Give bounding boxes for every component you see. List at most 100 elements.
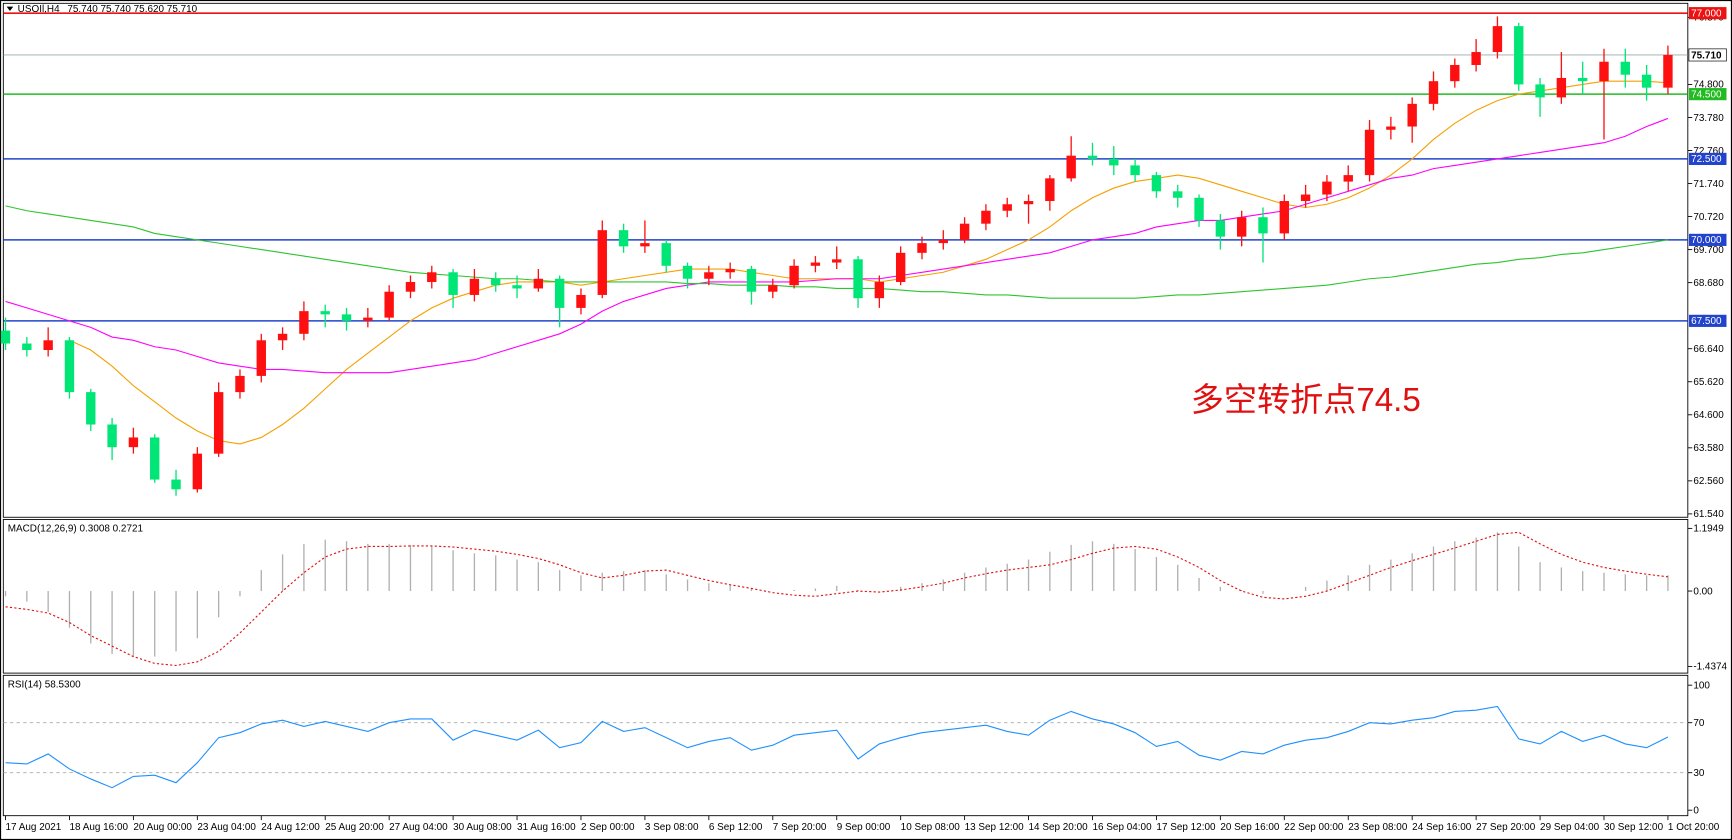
candle-body bbox=[0, 330, 11, 344]
y-tick-label: 71.740 bbox=[1693, 179, 1724, 190]
candle-body bbox=[1663, 54, 1673, 88]
candle-body bbox=[981, 210, 991, 224]
candle-body bbox=[384, 291, 394, 318]
candle-body bbox=[874, 281, 885, 299]
ohlc-header: 75.740 75.740 75.620 75.710 bbox=[67, 4, 197, 15]
candle-body bbox=[341, 314, 352, 321]
y-tick-label: 74.800 bbox=[1693, 80, 1724, 91]
x-tick-label: 13 Sep 12:00 bbox=[965, 822, 1025, 833]
x-tick-label: 31 Aug 16:00 bbox=[517, 822, 576, 833]
x-tick-label: 6 Sep 12:00 bbox=[709, 822, 763, 833]
panel-title: RSI(14) 58.5300 bbox=[8, 679, 81, 690]
price-panel bbox=[2, 2, 1689, 518]
candle-body bbox=[533, 278, 544, 289]
chart-title: USOIl,H4 bbox=[18, 4, 60, 15]
level-label-box bbox=[1688, 7, 1727, 20]
x-tick-label: 29 Sep 04:00 bbox=[1540, 822, 1600, 833]
x-tick-label: 7 Sep 20:00 bbox=[773, 822, 827, 833]
candle-body bbox=[107, 424, 117, 448]
x-tick-label: 24 Sep 16:00 bbox=[1412, 822, 1472, 833]
candle-body bbox=[661, 243, 671, 266]
y-tick-label: -1.4374 bbox=[1693, 662, 1727, 673]
x-tick-label: 14 Sep 20:00 bbox=[1029, 822, 1089, 833]
moving-average bbox=[5, 205, 1669, 299]
candle-body bbox=[1130, 165, 1140, 176]
annotation: 多空转折点74.5 bbox=[1191, 382, 1421, 419]
candle-body bbox=[597, 230, 607, 295]
y-tick-label: 1.1949 bbox=[1693, 524, 1724, 535]
candle-body bbox=[512, 285, 522, 289]
candle-body bbox=[959, 223, 970, 240]
candle-body bbox=[576, 294, 586, 308]
candle-body bbox=[682, 265, 693, 279]
candle-body bbox=[1279, 201, 1289, 234]
candle-body bbox=[895, 252, 906, 282]
candle-body bbox=[1386, 126, 1396, 130]
level-label-box bbox=[1688, 88, 1727, 101]
x-tick-label: 25 Aug 20:00 bbox=[325, 822, 384, 833]
x-tick-label: 18 Aug 16:00 bbox=[69, 822, 128, 833]
y-tick-label: 65.620 bbox=[1693, 377, 1724, 388]
candle-body bbox=[1577, 77, 1588, 82]
candle-body bbox=[86, 392, 96, 425]
candle-body bbox=[427, 272, 437, 282]
candle-body bbox=[1151, 175, 1162, 192]
candle-body bbox=[1045, 178, 1055, 202]
candle-body bbox=[1407, 103, 1417, 127]
candle-body bbox=[1087, 155, 1098, 159]
candle-body bbox=[363, 317, 373, 321]
x-tick-label: 3 Sep 08:00 bbox=[645, 822, 699, 833]
candle-body bbox=[1066, 155, 1076, 179]
candle-body bbox=[213, 392, 224, 454]
level-label-box bbox=[1688, 314, 1727, 327]
candle-body bbox=[1556, 77, 1567, 98]
candle-body bbox=[1471, 52, 1481, 65]
price-label-box bbox=[1688, 48, 1727, 62]
candle-body bbox=[256, 340, 266, 376]
rsi-line bbox=[5, 705, 1669, 789]
x-tick-label: 2 Sep 00:00 bbox=[581, 822, 635, 833]
x-tick-label: 20 Aug 00:00 bbox=[133, 822, 192, 833]
candle-body bbox=[405, 281, 416, 292]
y-tick-label: 66.640 bbox=[1693, 344, 1724, 355]
candle-body bbox=[1002, 204, 1012, 211]
level-label: 72.500 bbox=[1691, 154, 1722, 165]
collapse-arrow bbox=[6, 6, 14, 12]
moving-average bbox=[5, 117, 1669, 374]
candle-body bbox=[1173, 191, 1183, 198]
level-label: 77.000 bbox=[1691, 8, 1722, 19]
candle-body bbox=[640, 243, 650, 247]
candle-body bbox=[1599, 61, 1609, 82]
candle-body bbox=[1641, 74, 1652, 88]
y-tick-label: 100 bbox=[1693, 680, 1710, 691]
candle-body bbox=[1343, 175, 1353, 182]
level-label: 70.000 bbox=[1691, 235, 1722, 246]
candle-body bbox=[448, 272, 458, 295]
candle-body bbox=[746, 269, 757, 292]
x-tick-label: 27 Sep 20:00 bbox=[1476, 822, 1536, 833]
x-tick-label: 16 Sep 04:00 bbox=[1092, 822, 1152, 833]
candle-body bbox=[277, 333, 288, 341]
x-tick-label: 9 Sep 00:00 bbox=[837, 822, 891, 833]
candle-body bbox=[1492, 26, 1503, 53]
x-tick-label: 30 Aug 08:00 bbox=[453, 822, 512, 833]
y-tick-label: 68.680 bbox=[1693, 278, 1724, 289]
candle-body bbox=[1620, 61, 1630, 75]
candle-body bbox=[64, 340, 75, 393]
candle-body bbox=[469, 278, 480, 295]
x-tick-label: 30 Sep 12:00 bbox=[1604, 822, 1664, 833]
candle-body bbox=[192, 453, 203, 490]
level-label-box bbox=[1688, 152, 1727, 165]
candle-body bbox=[938, 239, 948, 244]
candle-body bbox=[299, 311, 309, 334]
y-tick-label: 70.720 bbox=[1693, 212, 1724, 223]
candle-body bbox=[128, 437, 139, 448]
x-tick-label: 24 Aug 12:00 bbox=[261, 822, 320, 833]
y-tick-label: 70 bbox=[1693, 718, 1705, 729]
candle-body bbox=[1535, 84, 1545, 98]
candle-body bbox=[1300, 194, 1311, 202]
x-tick-label: 20 Sep 16:00 bbox=[1220, 822, 1280, 833]
y-tick-label: 30 bbox=[1693, 768, 1705, 779]
moving-average bbox=[69, 80, 1668, 445]
candle-body bbox=[725, 269, 735, 273]
